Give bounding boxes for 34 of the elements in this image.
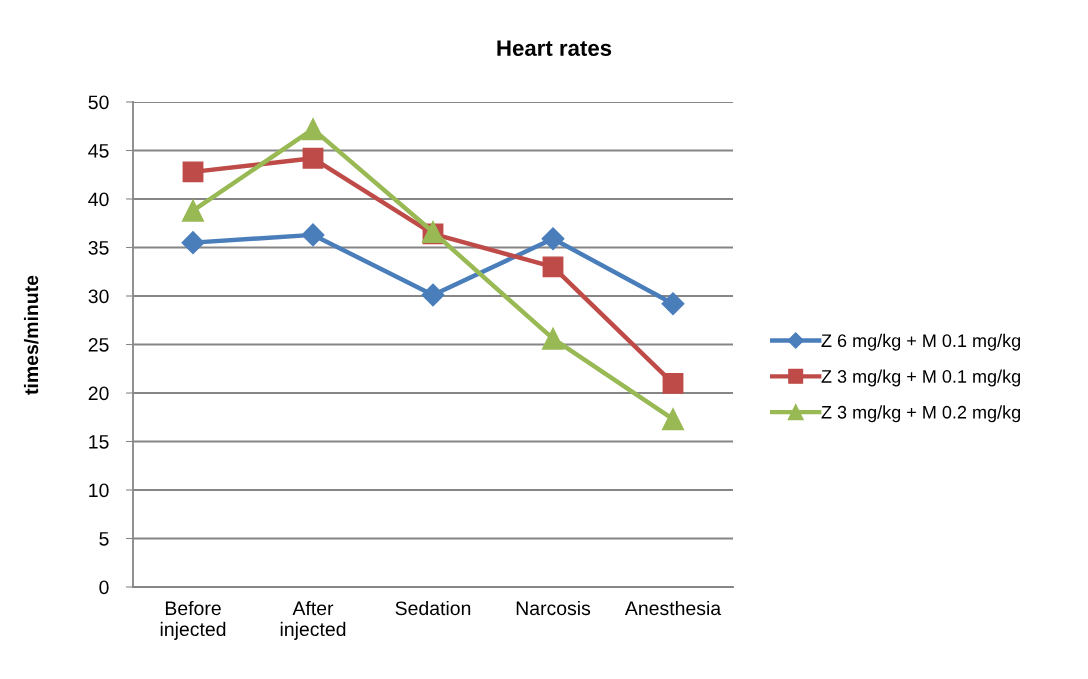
- point: [301, 118, 325, 141]
- point: [181, 231, 205, 255]
- y-tick-label: 25: [88, 337, 109, 352]
- y-tick-label: 40: [88, 192, 109, 207]
- point: [661, 292, 685, 316]
- y-axis-title: times/minute: [23, 275, 39, 395]
- legend-label: Z 6 mg/kg + M 0.1 mg/kg: [821, 333, 1020, 351]
- y-tick-label: 5: [99, 532, 109, 546]
- point: [542, 256, 564, 278]
- y-tick-label: 10: [89, 483, 109, 498]
- point: [541, 227, 565, 251]
- point: [301, 223, 325, 247]
- y-tick-label: 35: [88, 240, 109, 255]
- chart-title: Heart rates: [497, 40, 612, 56]
- x-tick-label: Anesthesia: [624, 600, 722, 616]
- y-tick-label: 0: [99, 580, 109, 595]
- x-tick-label: Sedation: [395, 600, 471, 616]
- point: [541, 327, 565, 350]
- point: [181, 199, 205, 222]
- x-tick-label: Narcosis: [516, 600, 591, 616]
- point: [662, 372, 684, 394]
- point: [421, 283, 445, 307]
- y-tick-label: 20: [88, 386, 109, 401]
- legend-label: Z 3 mg/kg + M 0.1 mg/kg: [821, 369, 1020, 387]
- point: [661, 408, 685, 431]
- y-tick-label: 50: [88, 95, 109, 110]
- y-tick-label: 30: [88, 289, 109, 304]
- point: [302, 147, 324, 169]
- legend-label: Z 3 mg/kg + M 0.2 mg/kg: [821, 405, 1020, 423]
- point: [182, 161, 204, 183]
- x-tick-label: Before injected: [160, 600, 226, 640]
- x-tick-label: After injected: [280, 600, 346, 640]
- y-tick-label: 15: [89, 435, 109, 449]
- y-tick-label: 45: [88, 144, 109, 158]
